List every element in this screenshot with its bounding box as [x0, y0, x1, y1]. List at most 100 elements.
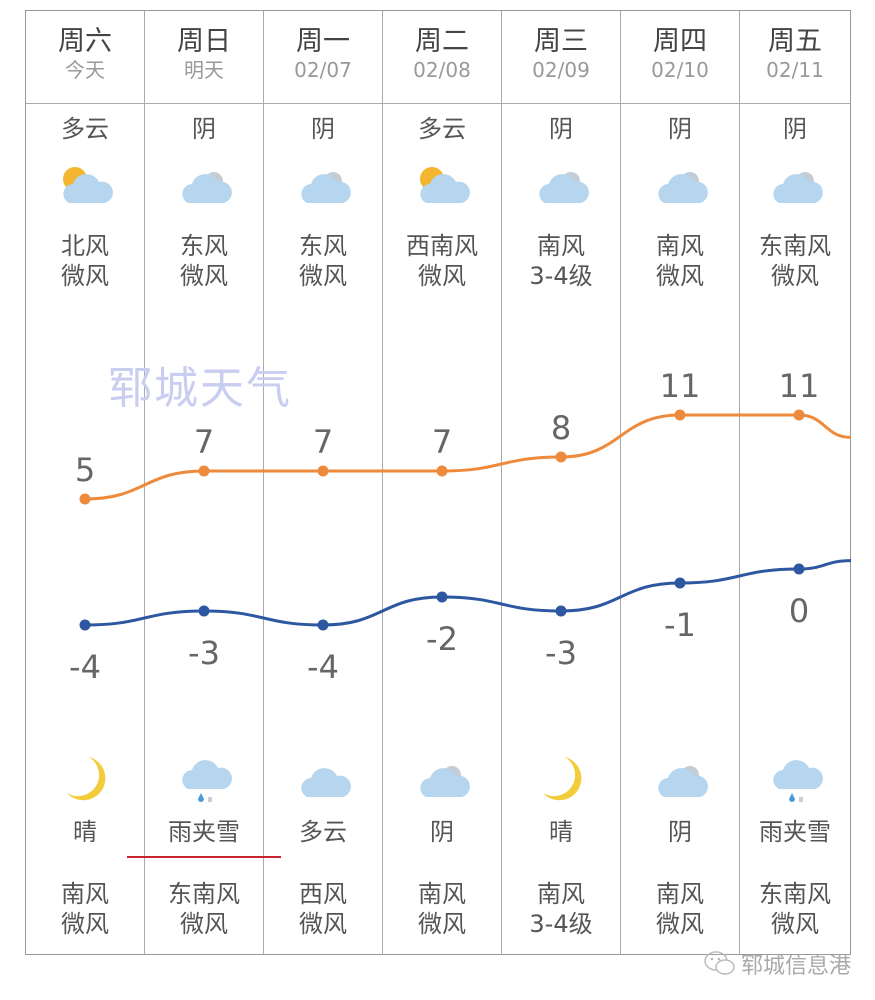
night-wind-direction: 南风 [656, 880, 704, 908]
date: 02/10 [651, 58, 709, 82]
day-header: 周日 明天 [145, 11, 263, 104]
watermark: 郓城天气 [108, 363, 292, 414]
day-wind-level: 微风 [771, 262, 819, 290]
night-wind-level: 微风 [656, 910, 704, 938]
weekday: 周三 [534, 26, 588, 57]
day-weather: 阴 [192, 115, 216, 143]
day-wind-level: 微风 [656, 262, 704, 290]
high-temp-label: 7 [194, 423, 214, 461]
low-temp-label: -2 [426, 620, 458, 658]
low-temp-label: -3 [188, 634, 220, 672]
moon-icon [543, 757, 582, 801]
night-weather: 阴 [430, 818, 454, 846]
day-column: 周五 02/11 阴 东南风 微风 雨夹雪 东南风 微风 [740, 11, 851, 954]
low-temp-line [84, 559, 852, 627]
high-temp-point [317, 465, 329, 477]
day-header: 周三 02/09 [502, 11, 620, 104]
day-column: 周日 明天 阴 东风 微风 雨夹雪 东南风 微风 [145, 11, 264, 954]
low-temp-point [555, 605, 567, 617]
low-temp-label: -1 [664, 606, 696, 644]
night-wind-direction: 南风 [61, 880, 109, 908]
date: 今天 [65, 58, 105, 82]
weekday: 周二 [415, 26, 469, 57]
night-wind-level: 微风 [61, 910, 109, 938]
day-header: 周二 02/08 [383, 11, 501, 104]
date: 02/09 [532, 58, 590, 82]
high-temp-label: 7 [432, 423, 452, 461]
high-temp-label: 7 [313, 423, 333, 461]
high-temp-point [793, 409, 805, 421]
day-weather: 多云 [61, 115, 109, 143]
night-weather: 多云 [299, 818, 347, 846]
date: 02/08 [413, 58, 471, 82]
low-temp-label: -4 [69, 648, 101, 686]
weekday: 周一 [296, 26, 350, 57]
day-weather: 阴 [549, 115, 573, 143]
night-weather: 晴 [73, 818, 97, 846]
night-weather: 阴 [668, 818, 692, 846]
date: 02/07 [294, 58, 352, 82]
day-column: 周二 02/08 多云 西南风 微风 阴 南风 微风 [383, 11, 502, 954]
weekday: 周四 [653, 26, 707, 57]
overcast-icon [773, 172, 823, 203]
day-column: 周六 今天 多云 北风 微风 晴 南风 微风 [26, 11, 145, 954]
overcast-icon [658, 172, 708, 203]
sleet-icon [182, 760, 232, 802]
date: 02/11 [766, 58, 824, 82]
day-wind-direction: 南风 [537, 232, 585, 260]
high-temp-point [436, 465, 448, 477]
night-weather: 雨夹雪 [168, 818, 240, 846]
night-wind-direction: 南风 [537, 880, 585, 908]
high-temp-label: 5 [75, 451, 95, 489]
partly-cloudy-night-icon [301, 757, 351, 797]
night-wind-level: 3-4级 [529, 910, 593, 938]
high-temp-label: 11 [779, 367, 820, 405]
high-temp-point [79, 493, 91, 505]
day-wind-level: 微风 [180, 262, 228, 290]
night-weather: 雨夹雪 [759, 818, 831, 846]
day-wind-direction: 西南风 [406, 232, 478, 260]
low-temp-point [79, 619, 91, 631]
day-wind-direction: 东风 [180, 232, 228, 260]
day-header: 周一 02/07 [264, 11, 382, 104]
wechat-icon [704, 951, 735, 975]
day-header: 周六 今天 [26, 11, 144, 104]
night-wind-level: 微风 [418, 910, 466, 938]
night-wind-level: 微风 [771, 910, 819, 938]
night-wind-direction: 东南风 [168, 880, 240, 908]
day-wind-direction: 东南风 [759, 232, 831, 260]
night-wind-level: 微风 [180, 910, 228, 938]
night-wind-direction: 南风 [418, 880, 466, 908]
day-wind-level: 微风 [299, 262, 347, 290]
low-temp-point [674, 577, 686, 589]
overcast-icon [182, 172, 232, 203]
overcast-icon [420, 766, 470, 797]
partly-cloudy-day-icon [63, 167, 113, 203]
overcast-icon [658, 766, 708, 797]
weekday: 周六 [58, 26, 112, 57]
day-weather: 多云 [418, 115, 466, 143]
night-wind-level: 微风 [299, 910, 347, 938]
low-temp-point [436, 591, 448, 603]
low-temp-label: 0 [789, 592, 809, 630]
moon-icon [67, 757, 106, 801]
day-wind-level: 微风 [418, 262, 466, 290]
day-weather: 阴 [668, 115, 692, 143]
day-column: 周一 02/07 阴 东风 微风 多云 西风 微风 [264, 11, 383, 954]
day-wind-direction: 东风 [299, 232, 347, 260]
date: 明天 [184, 58, 224, 82]
high-temp-point [198, 465, 210, 477]
high-temp-label: 8 [551, 409, 571, 447]
partly-cloudy-day-icon [420, 167, 470, 203]
footer-brand: 郓城信息港 [703, 948, 851, 980]
weekday: 周日 [177, 26, 231, 57]
low-temp-label: -3 [545, 634, 577, 672]
day-weather: 阴 [783, 115, 807, 143]
high-temp-point [555, 451, 567, 463]
night-weather: 晴 [549, 818, 573, 846]
night-wind-direction: 东南风 [759, 880, 831, 908]
day-wind-direction: 北风 [61, 232, 109, 260]
high-temp-point [674, 409, 686, 421]
day-column: 周三 02/09 阴 南风 3-4级 晴 南风 3-4级 [502, 11, 621, 954]
